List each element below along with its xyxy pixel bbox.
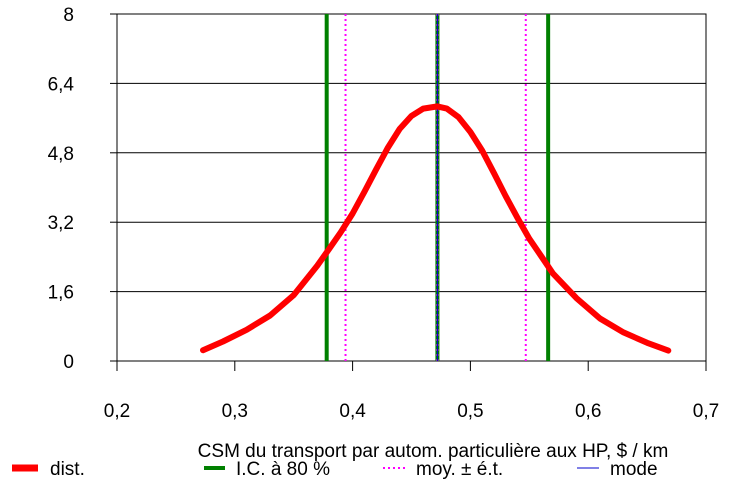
x-tick-label-2: 0,4 <box>339 401 366 422</box>
x-axis-label: CSM du transport par autom. particulière… <box>198 441 669 462</box>
y-tick-label-1: 1,6 <box>48 283 74 304</box>
series-dist-line <box>200 103 672 354</box>
legend: dist. I.C. à 80 % moy. ± é.t. mode <box>12 459 658 480</box>
legend-label-mode: mode <box>610 459 658 480</box>
x-tick-label-0: 0,2 <box>104 401 130 422</box>
y-tick-label-5: 8 <box>63 5 74 26</box>
legend-label-dist: dist. <box>50 459 85 480</box>
plot-area: 0 1,6 3,2 4,8 6,4 8 0,2 0,3 0,4 0,5 0,6 0,7 <box>48 5 720 422</box>
y-tick-label-2: 3,2 <box>48 213 74 234</box>
y-tick-label-4: 6,4 <box>48 74 75 95</box>
plot-frame <box>116 13 707 362</box>
y-tick-label-3: 4,8 <box>48 144 74 165</box>
x-tick-label-4: 0,6 <box>575 401 601 422</box>
y-tick-label-0: 0 <box>63 352 74 373</box>
x-tick-label-3: 0,5 <box>457 401 483 422</box>
x-tick-label-5: 0,7 <box>693 401 719 422</box>
legend-label-mean-sd: moy. ± é.t. <box>416 459 503 480</box>
legend-label-ci: I.C. à 80 % <box>236 459 330 480</box>
x-tick-label-1: 0,3 <box>222 401 248 422</box>
